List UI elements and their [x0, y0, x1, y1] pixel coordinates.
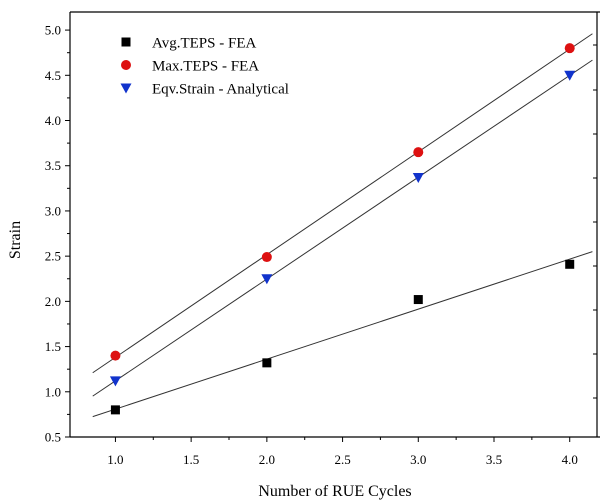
- y-tick-label: 0.5: [45, 430, 61, 445]
- y-axis-ticks: 0.5 1.0 1.5 2.0 2.5 3.0 3.5 4.0 4.5 5.0: [45, 23, 70, 445]
- x-axis-ticks: 1.0 1.5 2.0 2.5 3.0 3.5 4.0: [107, 437, 578, 467]
- x-axis-label: Number of RUE Cycles: [258, 483, 411, 500]
- legend: Avg.TEPS - FEA Max.TEPS - FEA Eqv.Strain -…: [120, 36, 289, 98]
- x-tick-label: 1.0: [107, 452, 123, 467]
- y-tick-label: 5.0: [45, 23, 61, 38]
- data-point: [413, 295, 423, 305]
- y-tick-label: 3.5: [45, 158, 61, 173]
- data-point: [412, 172, 424, 183]
- data-point: [261, 274, 273, 285]
- legend-entry-label: Eqv.Strain - Analytical: [152, 82, 289, 98]
- legend-marker: [121, 60, 131, 70]
- x-tick-label: 1.5: [183, 452, 199, 467]
- data-point: [565, 259, 575, 269]
- y-tick-label: 3.0: [45, 203, 61, 218]
- fit-lines: [92, 33, 593, 418]
- data-point: [110, 350, 121, 361]
- axes: [69, 11, 600, 438]
- y-tick-label: 1.5: [45, 339, 61, 354]
- fit-line: [92, 251, 593, 418]
- y-tick-label: 2.5: [45, 249, 61, 264]
- right-axis-ticks: [593, 44, 597, 399]
- x-tick-label: 3.0: [410, 452, 426, 467]
- legend-marker: [120, 83, 132, 94]
- x-tick-label: 2.0: [259, 452, 275, 467]
- data-point: [261, 252, 272, 263]
- data-point: [109, 376, 121, 387]
- y-axis-label: Strain: [7, 221, 24, 259]
- y-tick-label: 2.0: [45, 294, 61, 309]
- data-point: [110, 405, 120, 415]
- y-tick-label: 1.0: [45, 384, 61, 399]
- data-point: [413, 147, 424, 158]
- x-tick-label: 3.5: [486, 452, 502, 467]
- x-tick-label: 4.0: [562, 452, 578, 467]
- y-tick-label: 4.5: [45, 68, 61, 83]
- data-point: [262, 358, 272, 368]
- legend-marker: [121, 37, 131, 47]
- legend-entry-label: Max.TEPS - FEA: [152, 59, 259, 75]
- fit-line: [92, 33, 593, 374]
- x-tick-label: 2.5: [334, 452, 350, 467]
- data-points: [109, 43, 576, 415]
- data-point: [564, 43, 575, 54]
- data-point: [564, 70, 576, 81]
- legend-entry-label: Avg.TEPS - FEA: [152, 36, 256, 52]
- y-tick-label: 4.0: [45, 113, 61, 128]
- fit-line: [92, 59, 593, 397]
